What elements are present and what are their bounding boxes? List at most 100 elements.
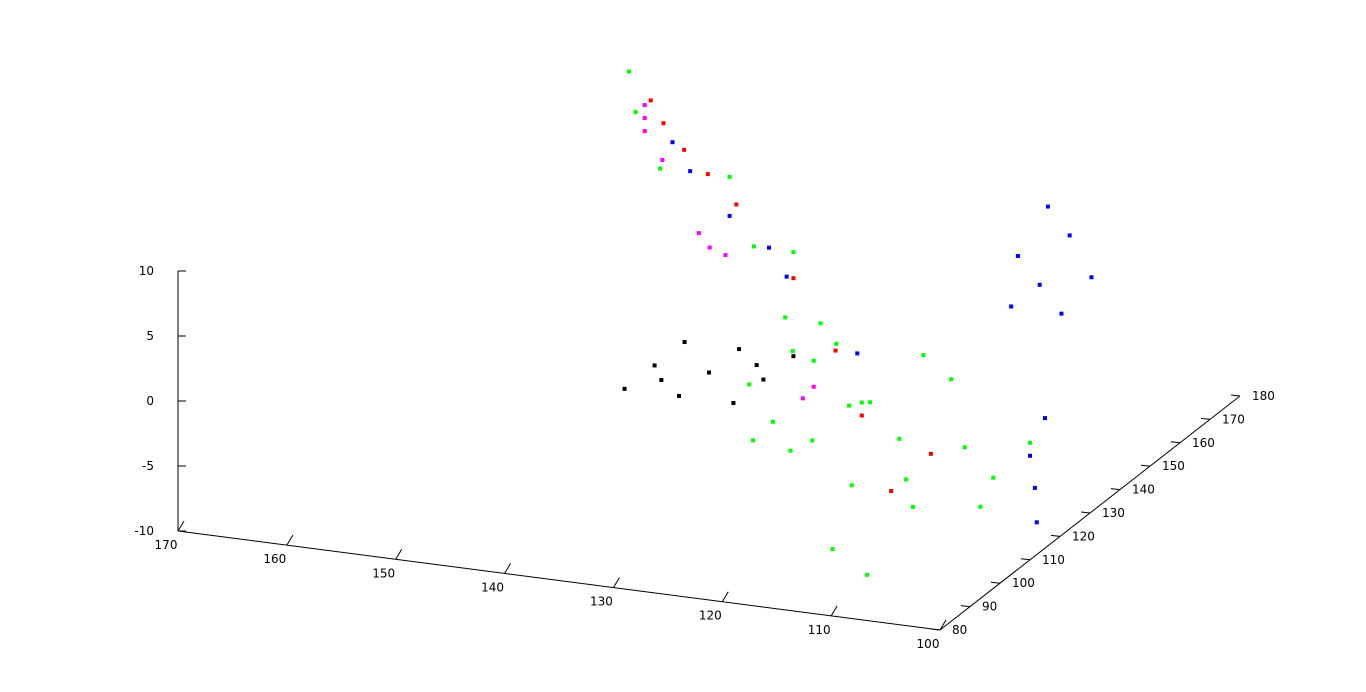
x-tick-label: 170 (155, 538, 178, 552)
point-vegetation (847, 403, 852, 408)
point-pole (723, 253, 728, 258)
point-wire (791, 276, 796, 281)
point-pole (696, 231, 701, 236)
z-tick-label: 0 (146, 394, 154, 408)
point-vegetation (811, 358, 816, 363)
point-building (1037, 282, 1042, 287)
point-building (767, 245, 771, 250)
y-tick-label: 80 (952, 623, 967, 637)
point-vegetation (865, 572, 870, 577)
point-wire (889, 489, 894, 494)
point-wire (859, 413, 864, 418)
tick-labels-layer: 1001101201301401501601708090100110120130… (134, 264, 1275, 651)
point-pole (811, 384, 816, 389)
point-vegetation (770, 419, 775, 424)
points-layer (622, 69, 1094, 577)
point-wire (833, 348, 838, 353)
point-wire (682, 147, 687, 152)
point-building (688, 169, 693, 174)
point-building (1032, 485, 1037, 490)
point-pole (800, 396, 805, 401)
x-tick-label: 140 (481, 580, 504, 594)
point-wire (661, 121, 666, 126)
point-vegetation (910, 504, 915, 509)
point-ground (622, 386, 627, 391)
point-building (1045, 204, 1050, 209)
y-tick-label: 120 (1072, 529, 1095, 543)
z-tick-label: -10 (134, 524, 154, 538)
point-ground (682, 340, 687, 345)
point-vegetation (747, 382, 752, 387)
point-vegetation (783, 315, 788, 320)
point-pole (707, 245, 712, 250)
point-vegetation (788, 448, 793, 453)
point-building (670, 140, 675, 145)
x-tick (721, 591, 729, 602)
point-vegetation (818, 321, 823, 326)
point-building (1009, 304, 1014, 309)
point-vegetation (830, 547, 835, 552)
x-tick (830, 605, 838, 617)
point-ground (731, 400, 736, 405)
x-tick-label: 160 (263, 552, 286, 566)
point-vegetation (1028, 440, 1032, 445)
point-building (727, 213, 732, 218)
y-tick (1050, 534, 1061, 537)
z-tick-label: 5 (146, 329, 154, 343)
point-wire (734, 202, 739, 207)
x-tick (395, 549, 403, 560)
point-building (1043, 416, 1047, 421)
y-tick-label: 160 (1192, 436, 1215, 450)
point-ground (791, 354, 796, 359)
point-vegetation (727, 174, 732, 179)
point-vegetation (626, 69, 631, 74)
point-ground (677, 393, 681, 398)
point-ground (707, 370, 711, 375)
point-vegetation (750, 438, 755, 443)
y-tick (1080, 511, 1091, 514)
point-vegetation (790, 349, 795, 354)
x-tick (177, 520, 185, 532)
point-vegetation (658, 166, 663, 171)
point-vegetation (991, 475, 996, 480)
y-tick (1110, 488, 1121, 491)
point-building (784, 274, 789, 279)
point-wire (705, 172, 710, 177)
x-tick (286, 534, 294, 546)
x-tick-label: 130 (590, 595, 613, 609)
y-tick-label: 170 (1222, 412, 1245, 426)
point-building (1059, 311, 1064, 316)
point-vegetation (868, 400, 873, 405)
y-tick (1020, 558, 1031, 561)
y-tick (960, 605, 971, 608)
z-tick-label: -5 (142, 459, 154, 473)
y-tick (1230, 394, 1241, 397)
point-ground (754, 363, 759, 368)
point-ground (761, 377, 766, 382)
x-axis-line (177, 530, 941, 631)
point-vegetation (949, 377, 954, 382)
point-ground (659, 377, 664, 382)
point-building (1028, 453, 1032, 458)
point-vegetation (791, 250, 796, 255)
point-building (855, 351, 860, 356)
z-tick-label: 10 (139, 264, 154, 278)
point-pole (642, 116, 647, 121)
point-vegetation (859, 400, 864, 405)
y-tick-label: 100 (1012, 576, 1035, 590)
point-vegetation (921, 353, 926, 358)
point-building (1015, 253, 1020, 258)
y-tick (990, 581, 1001, 584)
point-vegetation (633, 110, 638, 115)
y-tick (1170, 441, 1181, 444)
y-tick (1140, 464, 1151, 467)
x-tick (504, 563, 512, 574)
point-ground (652, 363, 657, 368)
point-vegetation (897, 436, 902, 441)
point-pole (642, 129, 647, 134)
y-tick-label: 130 (1102, 506, 1125, 520)
y-tick-label: 90 (982, 600, 997, 614)
point-building (1067, 233, 1072, 238)
y-tick-label: 180 (1252, 389, 1275, 403)
